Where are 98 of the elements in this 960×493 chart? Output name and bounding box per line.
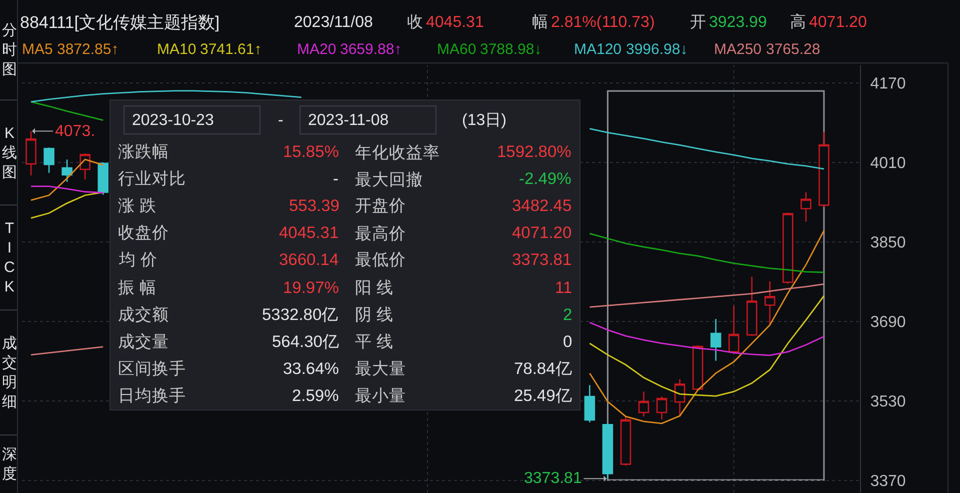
category-label: 成交明细 <box>2 335 17 410</box>
category-label: 涨跌幅 <box>118 143 169 161</box>
category-label: 最小量 <box>355 387 406 405</box>
candlestick <box>620 416 632 466</box>
candlestick <box>710 318 722 362</box>
category-label: 均 价 <box>118 251 158 269</box>
annotation: - <box>278 112 284 129</box>
candlestick <box>98 162 108 196</box>
text: 3373.81 <box>512 251 572 269</box>
category-label: 最大量 <box>355 360 406 378</box>
annotation: 4045.31 <box>279 224 339 242</box>
candlestick <box>80 152 90 180</box>
text: MA120 <box>574 41 622 58</box>
text: 19.97% <box>283 279 339 297</box>
annotation: 4073. <box>55 123 96 140</box>
candlestick <box>692 344 704 391</box>
candlestick <box>800 192 812 222</box>
text: 553.39 <box>289 197 340 215</box>
category-label: 最大回撤 <box>355 170 423 189</box>
text: 5332.80亿 <box>262 306 339 324</box>
text: MA5 <box>22 41 53 58</box>
text: 4045.31 <box>426 14 484 31</box>
annotation: 2023-11-08 <box>308 112 389 129</box>
text: 2.81%(110.73) <box>551 14 655 31</box>
y-tick-label: 3690 <box>870 314 906 332</box>
text: 3872.85↑ <box>57 41 119 58</box>
annotation: 3373.81 <box>524 470 582 487</box>
text: MA20 <box>297 41 336 58</box>
y-tick-label: 3370 <box>870 473 906 490</box>
category-label: 阴 线 <box>355 306 394 324</box>
category-label: TICK <box>4 220 15 296</box>
text: 3788.98↓ <box>480 41 542 58</box>
text: 2.59% <box>292 387 339 405</box>
text: 高 <box>790 13 806 31</box>
candlestick <box>728 304 740 353</box>
candlestick <box>26 130 36 176</box>
text: MA10 <box>157 41 196 58</box>
text: -2.49% <box>519 170 572 188</box>
category-label: 最高价 <box>355 224 406 243</box>
candlestick <box>782 212 794 284</box>
text: 开 <box>690 14 706 31</box>
category-label: 行业对比 <box>118 170 186 188</box>
candlestick <box>764 280 776 326</box>
y-tick-label: 3850 <box>870 234 906 252</box>
text: 3923.99 <box>709 14 767 31</box>
category-label: 分时图 <box>2 22 17 78</box>
category-label: K线图 <box>2 125 17 181</box>
text: 幅 <box>532 14 548 31</box>
category-label: 区间换手 <box>118 359 186 378</box>
text: 1592.80% <box>497 143 572 161</box>
text: 2 <box>563 306 572 324</box>
category-label: 日均换手 <box>118 386 186 405</box>
category-label: 年化收益率 <box>355 143 440 162</box>
annotation: 4071.20 <box>512 224 572 242</box>
category-label: 涨 跌 <box>118 197 157 215</box>
category-label: 收盘价 <box>118 224 169 242</box>
candlestick <box>674 378 686 417</box>
candlestick <box>62 158 72 182</box>
chart-title: 884111[文化传媒主题指数] <box>20 12 220 32</box>
candlestick <box>656 396 668 420</box>
category-label: 成交额 <box>118 305 169 324</box>
text: 3996.98↓ <box>626 41 688 58</box>
y-tick-label: 4010 <box>870 155 906 172</box>
text: 564.30亿 <box>272 333 340 351</box>
candlestick <box>584 384 596 424</box>
category-label: 平 线 <box>355 333 394 351</box>
category-label: 深度 <box>2 446 17 482</box>
category-label: 开盘价 <box>355 197 406 215</box>
text: 78.84亿 <box>514 360 572 378</box>
candlestick <box>602 422 614 480</box>
text: 4071.20 <box>809 14 867 31</box>
annotation: 2023-10-23 <box>132 112 214 129</box>
text: 25.49亿 <box>514 387 572 405</box>
chart-subtitle: 2023/11/08 <box>294 14 373 31</box>
category-label: 最低价 <box>355 251 406 269</box>
text: - <box>333 170 338 188</box>
candlestick <box>746 276 758 337</box>
text: 0 <box>563 333 572 351</box>
annotation: (13日) <box>462 112 506 129</box>
category-label: 阳 线 <box>355 279 394 297</box>
category-label: 振 幅 <box>118 279 157 297</box>
y-tick-label: 4170 <box>870 76 906 92</box>
text: 3765.28 <box>766 41 820 58</box>
text: 3659.88↑ <box>340 41 402 58</box>
text: 3741.61↑ <box>200 41 262 58</box>
text: 11 <box>555 279 572 297</box>
candlestick <box>44 146 54 174</box>
text: 3482.45 <box>512 197 572 215</box>
text: 收 <box>407 14 423 31</box>
text: 3660.14 <box>279 251 339 269</box>
text: 15.85% <box>283 143 339 161</box>
text: MA250 <box>714 41 762 58</box>
category-label: 成交量 <box>118 332 169 351</box>
text: MA60 <box>437 41 476 58</box>
candlestick <box>818 131 830 208</box>
candlestick <box>638 390 650 418</box>
y-tick-label: 3530 <box>870 394 906 411</box>
text: 33.64% <box>283 360 339 378</box>
